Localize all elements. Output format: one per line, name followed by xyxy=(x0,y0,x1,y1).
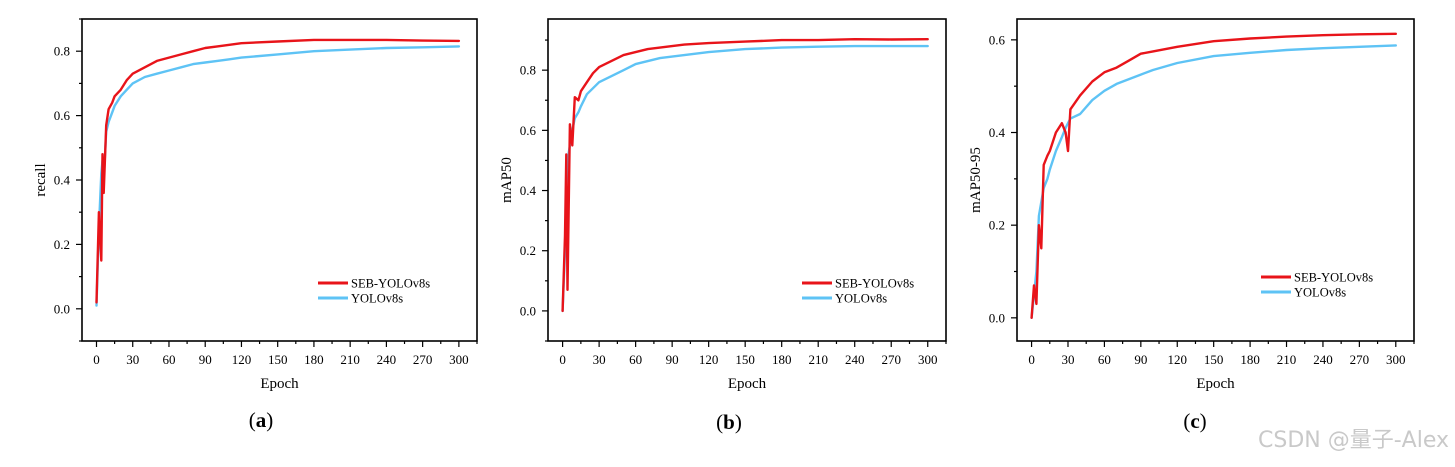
y-tick-label: 0.2 xyxy=(520,243,536,258)
series-line-seb-yolov8s xyxy=(561,38,929,313)
x-tick-label: 60 xyxy=(1098,352,1111,367)
y-tick-label: 0.4 xyxy=(520,183,537,198)
series-line-seb-yolov8s xyxy=(1030,32,1398,319)
x-tick-label: 270 xyxy=(881,352,901,367)
y-tick-label: 0.6 xyxy=(54,108,71,123)
legend-entry: YOLOv8s xyxy=(835,292,887,306)
series-line-seb-yolov8s xyxy=(95,38,461,304)
x-tick-label: 0 xyxy=(1028,352,1035,367)
chart-panel-a: 0 30 60 90 120 150 180 210 240 270 300 0.0 0.2 0.4 0.6… xyxy=(33,18,478,432)
x-tick-label: 270 xyxy=(1350,352,1370,367)
x-tick-label: 300 xyxy=(918,352,938,367)
x-tick-label: 90 xyxy=(666,352,679,367)
series-line-yolov8s xyxy=(561,44,929,313)
y-tick-label: 0.4 xyxy=(989,125,1006,140)
x-tick-label: 30 xyxy=(1061,352,1074,367)
legend-entry: SEB-YOLOv8s xyxy=(351,277,430,291)
x-tick-label: 240 xyxy=(377,352,397,367)
x-axis-label: Epoch xyxy=(1196,376,1235,392)
legend-entry: YOLOv8s xyxy=(1294,286,1346,300)
panel-label: (a) xyxy=(249,408,274,432)
y-tick-label: 0.0 xyxy=(54,301,70,316)
series-line-yolov8s xyxy=(95,45,461,307)
x-tick-label: 120 xyxy=(1168,352,1188,367)
x-tick-label: 150 xyxy=(735,352,755,367)
panel-label: (c) xyxy=(1183,409,1206,433)
y-tick-label: 0.6 xyxy=(989,32,1006,47)
x-tick-label: 180 xyxy=(1240,352,1260,367)
x-tick-label: 120 xyxy=(232,352,252,367)
legend-entry: SEB-YOLOv8s xyxy=(1294,271,1373,285)
x-tick-label: 30 xyxy=(593,352,606,367)
y-tick-label: 0.6 xyxy=(520,123,537,138)
x-tick-label: 150 xyxy=(268,352,288,367)
x-tick-label: 210 xyxy=(1277,352,1297,367)
x-tick-label: 240 xyxy=(845,352,865,367)
y-tick-label: 0.2 xyxy=(989,218,1005,233)
y-tick-label: 0.8 xyxy=(520,63,536,78)
chart-panel-c: 0 30 60 90 120 150 180 210 240 270 300 0.0 0.2 0.4 0.6… xyxy=(968,18,1415,433)
legend-entry: SEB-YOLOv8s xyxy=(835,277,914,291)
y-tick-label: 0.2 xyxy=(54,237,70,252)
plot-frame xyxy=(547,18,947,342)
plot-frame xyxy=(1016,18,1415,342)
x-tick-label: 180 xyxy=(304,352,324,367)
legend-entry: YOLOv8s xyxy=(351,292,403,306)
x-tick-label: 120 xyxy=(699,352,719,367)
x-tick-label: 0 xyxy=(559,352,566,367)
x-tick-label: 240 xyxy=(1313,352,1333,367)
chart-panel-b: 0 30 60 90 120 150 180 210 240 270 300 0.0 0.2 0.4 0.6… xyxy=(499,18,947,434)
y-tick-label: 0.0 xyxy=(520,303,536,318)
x-tick-label: 30 xyxy=(126,352,139,367)
y-tick-label: 0.0 xyxy=(989,310,1005,325)
watermark-text: CSDN @量子-Alex xyxy=(1258,428,1449,453)
plot-frame xyxy=(81,18,478,342)
x-tick-label: 300 xyxy=(1386,352,1406,367)
panel-label: (b) xyxy=(716,410,742,434)
x-tick-label: 180 xyxy=(772,352,792,367)
y-axis-label: recall xyxy=(33,163,49,196)
x-tick-label: 90 xyxy=(1134,352,1147,367)
x-tick-label: 150 xyxy=(1204,352,1224,367)
x-axis-label: Epoch xyxy=(260,376,299,392)
x-tick-label: 210 xyxy=(808,352,828,367)
y-tick-label: 0.4 xyxy=(54,173,71,188)
x-tick-label: 60 xyxy=(629,352,642,367)
y-tick-label: 0.8 xyxy=(54,44,70,59)
x-tick-label: 90 xyxy=(199,352,212,367)
x-tick-label: 60 xyxy=(162,352,175,367)
x-tick-label: 270 xyxy=(413,352,433,367)
x-tick-label: 0 xyxy=(93,352,100,367)
y-axis-label: mAP50-95 xyxy=(968,147,984,213)
x-tick-label: 300 xyxy=(449,352,469,367)
y-axis-label: mAP50 xyxy=(499,157,515,203)
x-axis-label: Epoch xyxy=(728,376,767,392)
x-tick-label: 210 xyxy=(340,352,360,367)
